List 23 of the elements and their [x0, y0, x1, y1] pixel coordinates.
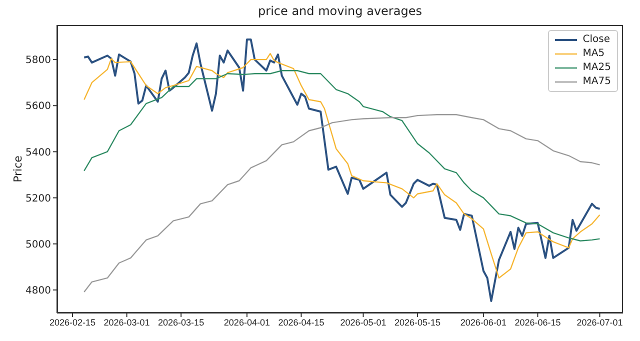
x-tick-label: 2026-05-01 [340, 317, 386, 328]
x-tick-label: 2026-03-15 [158, 317, 204, 328]
legend-label: Close [582, 33, 610, 47]
y-tick-label: 5600 [26, 101, 51, 112]
chart-title: price and moving averages [257, 4, 423, 18]
y-tick-label: 5200 [26, 193, 51, 204]
legend-label: MA25 [582, 61, 611, 75]
x-tick-label: 2026-04-15 [278, 317, 324, 328]
x-tick-label: 2026-04-01 [224, 317, 270, 328]
y-tick-label: 5000 [26, 239, 51, 250]
x-tick-label: 2026-03-01 [104, 317, 150, 328]
y-tick-label: 5800 [26, 55, 51, 66]
y-tick-label: 5400 [26, 147, 51, 158]
y-tick-label: 4800 [26, 286, 51, 297]
x-tick-label: 2026-05-15 [394, 317, 441, 328]
x-tick-label: 2026-07-01 [576, 317, 623, 328]
legend-label: MA5 [582, 47, 605, 61]
x-tick-label: 2026-02-15 [49, 317, 96, 328]
x-tick-label: 2026-06-15 [514, 317, 561, 328]
legend-label: MA75 [582, 75, 611, 89]
y-axis-title: Price [12, 154, 24, 184]
line-series [84, 114, 600, 293]
x-tick-label: 2026-06-01 [460, 317, 506, 328]
